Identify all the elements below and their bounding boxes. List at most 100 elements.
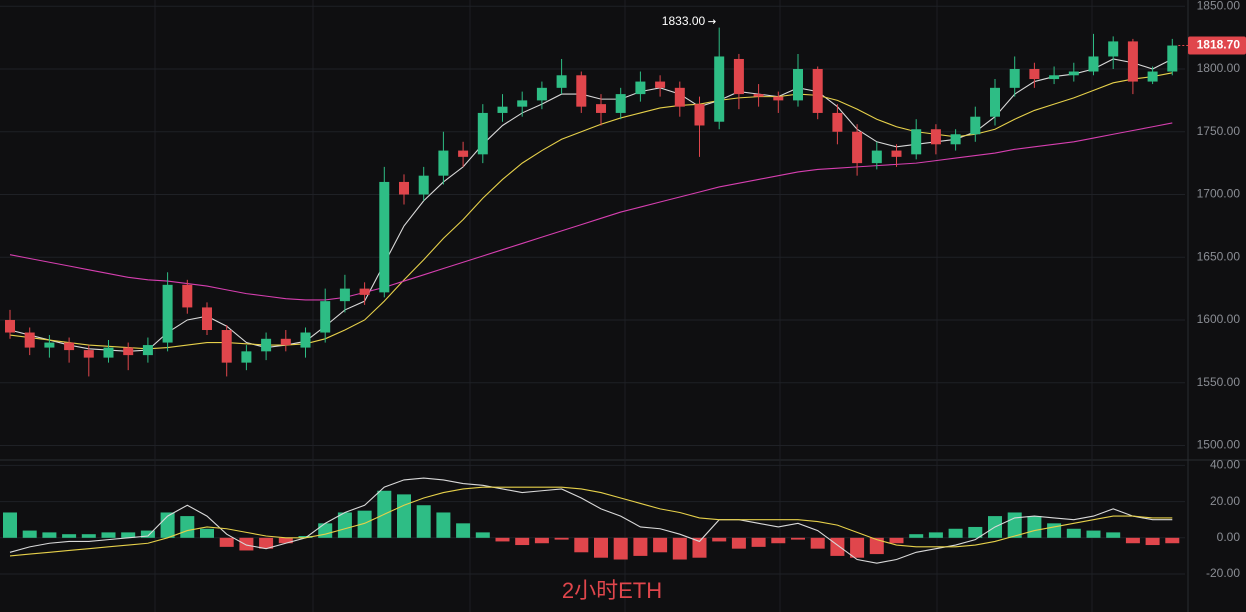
macd-bar [751,537,766,547]
candle-body [793,69,803,101]
candle-body [182,284,193,308]
candle-body [497,106,508,113]
candle-body [339,288,350,302]
candle-body [1167,45,1178,72]
candle-body [536,87,547,101]
candle-body [517,100,528,107]
macd-bar [574,537,589,553]
candle-body [241,351,252,363]
macd-bar [397,494,411,538]
macd-bar [219,537,234,547]
macd-bar [1027,516,1042,538]
candle-body [970,116,981,135]
candle-body [123,347,134,356]
candle-body [458,150,469,157]
candle-body [1049,75,1060,80]
macd-bar [554,537,569,540]
macd-bar [180,516,195,538]
macd-bar [81,534,96,538]
candle-body [990,87,1000,117]
macd-bar [869,537,884,555]
candle-body [280,338,291,346]
macd-bar [692,537,707,558]
candle-body [300,332,311,348]
macd-bar [909,534,924,538]
candle-body [103,347,114,358]
macd-bar [456,523,471,538]
candle-body [399,181,409,195]
candle-body [221,330,232,363]
candle-body [891,150,902,157]
macd-line [9,486,1173,557]
candle-body [202,307,212,331]
y-tick-label: 1700.00 [1197,187,1241,201]
macd-bar [889,537,904,544]
candle-body [320,301,331,333]
macd-bar [653,537,668,553]
macd-bar [968,526,983,538]
candle-body [359,288,370,295]
candle-body [635,81,646,95]
macd-bar [495,537,510,542]
macd-bar [850,537,865,558]
macd-bar [1145,537,1160,546]
candle-body [615,94,626,113]
candle-body [733,58,744,95]
candle-body [812,69,823,113]
candle-body [714,56,725,122]
candle-body [1108,41,1119,57]
macd-bar [791,537,805,540]
candle-body [596,104,606,113]
macd-bar [62,534,77,538]
candle-body [556,75,567,88]
y-tick-label: -20.00 [1206,566,1240,580]
macd-bar [534,537,549,544]
macd-bar [239,537,254,551]
macd-bar [436,512,451,538]
macd-bar [259,537,274,549]
macd-bar [633,537,648,556]
candle-body [418,175,429,195]
macd-bar [672,537,687,560]
candle-body [1009,69,1020,88]
macd-bar [1066,528,1081,538]
macd-bar [712,537,727,542]
macd-bar [140,530,155,538]
candle-body [44,342,55,348]
macd-bar [121,532,136,538]
macd-bar [771,537,786,544]
macd-bar [298,536,313,538]
candle-body [64,342,75,351]
high-annotation: 1833.00 [662,14,706,28]
y-tick-label: 1800.00 [1197,61,1241,75]
moving-average [9,122,1173,301]
candle-body [379,181,390,293]
candle-body [694,104,705,126]
macd-bar [318,523,333,538]
y-tick-label: 40.00 [1210,458,1240,472]
macd-bar [337,512,352,538]
y-tick-label: 1550.00 [1197,375,1241,389]
y-tick-label: 20.00 [1210,494,1240,508]
candle-body [852,131,863,164]
macd-bar [928,532,943,538]
candle-body [1029,69,1040,80]
annotation-arrow [708,19,716,24]
candle-body [930,129,941,145]
macd-bar [810,537,825,549]
macd-bar [731,537,746,549]
candle-body [753,94,764,97]
candle-body [24,332,35,348]
macd-bar [948,528,963,538]
candle-body [1127,41,1138,82]
candle-body [438,150,449,176]
macd-bar [160,512,175,538]
last-price-label: 1818.70 [1197,38,1241,52]
candle-body [655,81,666,88]
macd-line [9,477,1173,564]
macd-bar [22,530,37,538]
macd-bar [416,505,431,538]
macd-bar [200,528,214,538]
macd-bar [830,537,845,556]
